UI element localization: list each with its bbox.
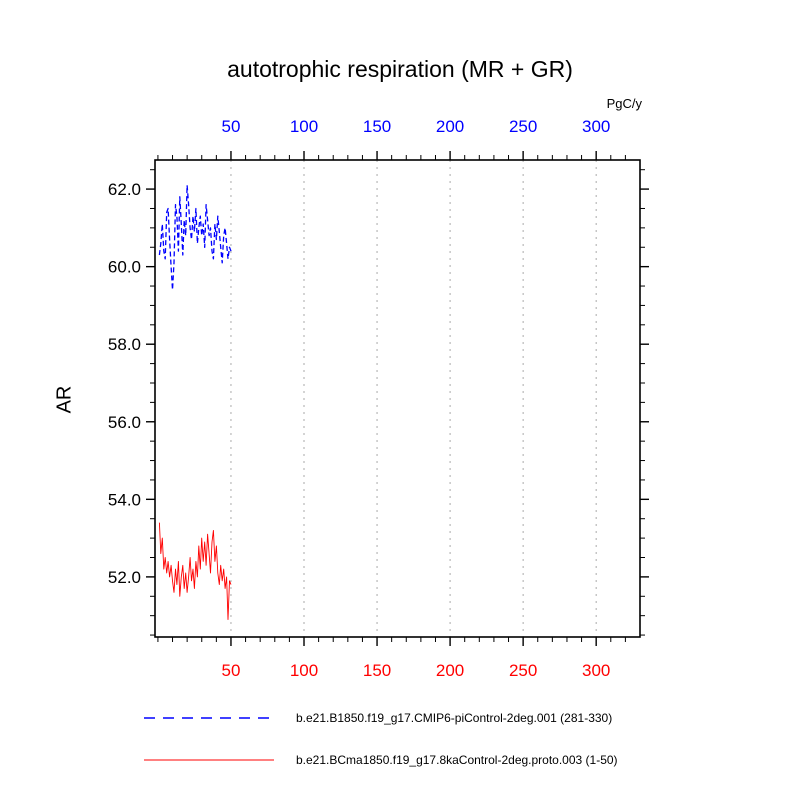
- svg-text:250: 250: [509, 117, 537, 136]
- chart-title: autotrophic respiration (MR + GR): [227, 56, 573, 82]
- legend-item: b.e21.BCma1850.f19_g17.8kaControl-2deg.p…: [0, 739, 800, 781]
- svg-text:54.0: 54.0: [108, 490, 141, 509]
- legend-label: b.e21.B1850.f19_g17.CMIP6-piControl-2deg…: [296, 711, 613, 725]
- legend-line-sample-solid: [144, 759, 274, 761]
- svg-text:150: 150: [363, 661, 391, 680]
- top-axis-unit-label: PgC/y: [606, 96, 642, 111]
- svg-text:100: 100: [290, 117, 318, 136]
- svg-text:200: 200: [436, 117, 464, 136]
- legend: b.e21.B1850.f19_g17.CMIP6-piControl-2deg…: [0, 697, 800, 781]
- legend-item: b.e21.B1850.f19_g17.CMIP6-piControl-2deg…: [0, 697, 800, 739]
- svg-text:50: 50: [222, 661, 241, 680]
- svg-text:62.0: 62.0: [108, 180, 141, 199]
- svg-text:56.0: 56.0: [108, 413, 141, 432]
- svg-text:200: 200: [436, 661, 464, 680]
- svg-text:60.0: 60.0: [108, 258, 141, 277]
- svg-text:150: 150: [363, 117, 391, 136]
- svg-text:250: 250: [509, 661, 537, 680]
- svg-text:100: 100: [290, 661, 318, 680]
- svg-text:58.0: 58.0: [108, 335, 141, 354]
- svg-text:300: 300: [582, 661, 610, 680]
- svg-text:50: 50: [222, 117, 241, 136]
- legend-label: b.e21.BCma1850.f19_g17.8kaControl-2deg.p…: [296, 753, 618, 767]
- svg-text:300: 300: [582, 117, 610, 136]
- svg-text:52.0: 52.0: [108, 568, 141, 587]
- legend-line-sample-dashed: [144, 717, 274, 719]
